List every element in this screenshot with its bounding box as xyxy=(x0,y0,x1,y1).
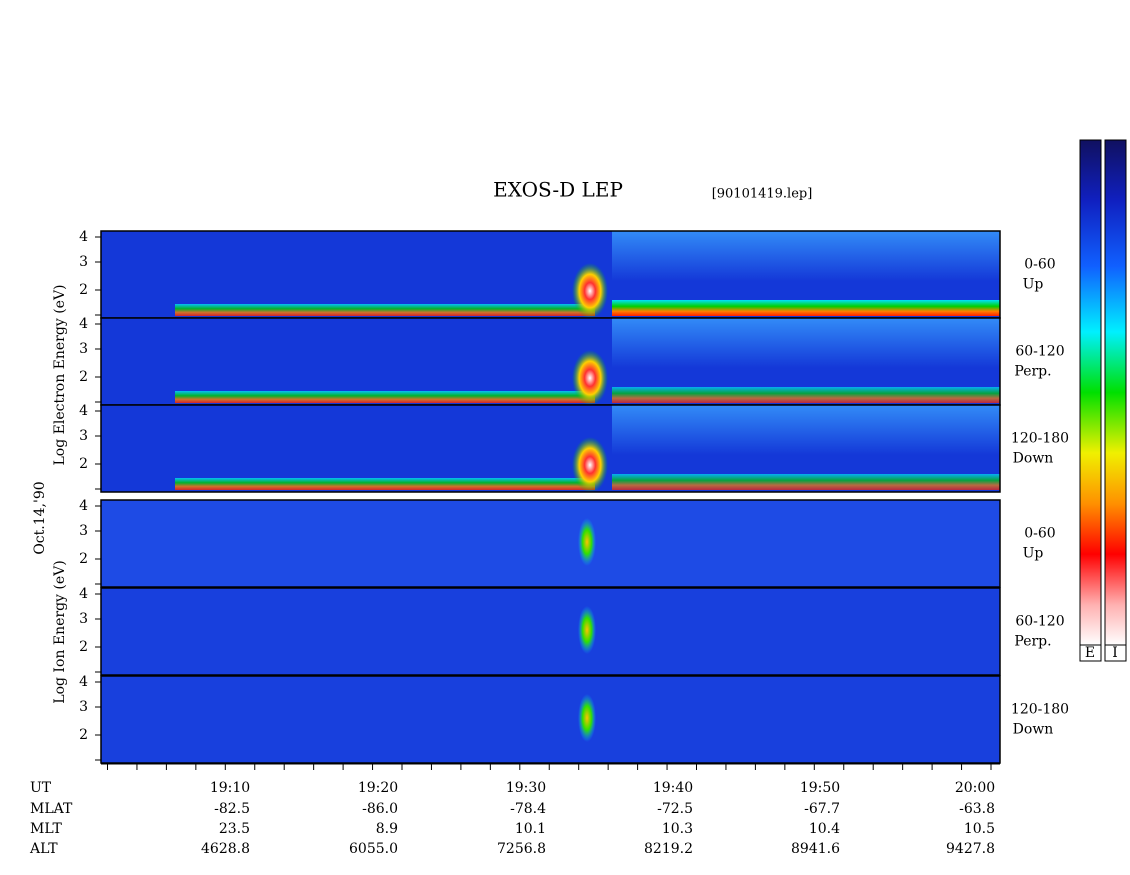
channel-direction: Up xyxy=(1023,546,1044,562)
ephemeris-value: 8219.2 xyxy=(644,841,693,857)
spectrogram-flux xyxy=(578,606,596,654)
spectrogram-flux xyxy=(175,304,595,316)
y-tick-label: 4 xyxy=(79,498,88,514)
file-name: [90101419.lep] xyxy=(712,187,813,202)
spectrogram-flux xyxy=(578,518,596,566)
spectrogram-flux xyxy=(175,478,595,490)
channel-direction: Up xyxy=(1023,277,1044,293)
spectrogram-flux xyxy=(101,588,1000,675)
channel-range: 120-180 xyxy=(1011,702,1069,718)
colorbar-label: E xyxy=(1085,645,1095,661)
spectrogram-flux xyxy=(101,676,1000,763)
y-tick-label: 3 xyxy=(79,611,88,627)
panel-frame xyxy=(100,404,1001,493)
spectrogram xyxy=(101,588,1000,675)
ephemeris-value: 19:20 xyxy=(358,780,398,796)
ephemeris-value: 20:00 xyxy=(955,780,995,796)
y-tick-label: 4 xyxy=(79,316,88,332)
colorbar xyxy=(1104,139,1127,646)
colorbar-label: I xyxy=(1112,645,1118,661)
spectrogram-flux xyxy=(572,437,608,493)
ephemeris-label: ALT xyxy=(29,841,58,857)
y-tick-label: 2 xyxy=(79,369,88,385)
y-tick-label: 2 xyxy=(79,639,88,655)
y-tick-label: 4 xyxy=(79,403,88,419)
ephemeris-label: UT xyxy=(30,780,52,796)
panel-frame xyxy=(100,587,1001,676)
spectrogram-flux xyxy=(572,350,608,406)
channel-direction: Down xyxy=(1013,722,1054,738)
spectrogram-flux xyxy=(175,391,595,403)
ephemeris-value: 10.5 xyxy=(964,821,995,837)
title: EXOS-D LEP xyxy=(493,178,623,202)
channel-range: 0-60 xyxy=(1024,526,1055,542)
ephemeris-value: -72.5 xyxy=(657,801,693,817)
channel-range: 60-120 xyxy=(1015,344,1064,360)
panel-frame xyxy=(100,499,1001,588)
spectrogram-flux xyxy=(572,263,608,319)
spectrogram-flux xyxy=(612,474,1000,490)
y-tick-label: 2 xyxy=(79,551,88,567)
ephemeris-value: 4628.8 xyxy=(201,841,250,857)
colorbar xyxy=(1079,139,1102,646)
ephemeris-value: 19:40 xyxy=(653,780,693,796)
y-tick-label: 4 xyxy=(79,586,88,602)
ephemeris-value: 9427.8 xyxy=(946,841,995,857)
y-tick-label: 4 xyxy=(79,229,88,245)
channel-range: 60-120 xyxy=(1015,614,1064,630)
ephemeris-value: 7256.8 xyxy=(497,841,546,857)
y-tick-label: 3 xyxy=(79,523,88,539)
y-tick-label: 3 xyxy=(79,254,88,270)
date-label: Oct.14,'90 xyxy=(32,481,48,554)
y-tick-label: 2 xyxy=(79,727,88,743)
spectrogram xyxy=(101,676,1000,763)
channel-direction: Perp. xyxy=(1014,364,1051,380)
ephemeris-value: 19:30 xyxy=(506,780,546,796)
channel-range: 120-180 xyxy=(1011,431,1069,447)
ephemeris-value: 8.9 xyxy=(376,821,398,837)
panel-frame xyxy=(100,675,1001,764)
ion-axis-label: Log Ion Energy (eV) xyxy=(52,560,68,703)
colorbar-box xyxy=(1079,644,1102,662)
ephemeris-value: -82.5 xyxy=(214,801,250,817)
spectrogram-flux xyxy=(612,300,1000,316)
ephemeris-value: -67.7 xyxy=(804,801,840,817)
spectrogram xyxy=(101,500,1000,587)
y-tick-label: 2 xyxy=(79,456,88,472)
ephemeris-label: MLAT xyxy=(30,801,73,817)
y-tick-label: 3 xyxy=(79,428,88,444)
y-tick-label: 3 xyxy=(79,341,88,357)
y-tick-label: 3 xyxy=(79,699,88,715)
ephemeris-value: 23.5 xyxy=(219,821,250,837)
ephemeris-value: 6055.0 xyxy=(349,841,398,857)
spectrogram-flux xyxy=(612,318,1000,368)
ephemeris-value: -86.0 xyxy=(362,801,398,817)
spectrogram-flux xyxy=(612,405,1000,455)
channel-range: 0-60 xyxy=(1024,257,1055,273)
ephemeris-value: 10.1 xyxy=(515,821,546,837)
ephemeris-label: MLT xyxy=(30,821,62,837)
channel-direction: Perp. xyxy=(1014,634,1051,650)
channel-direction: Down xyxy=(1013,451,1054,467)
ephemeris-value: -78.4 xyxy=(510,801,546,817)
ephemeris-value: 8941.6 xyxy=(791,841,840,857)
ephemeris-value: -63.8 xyxy=(959,801,995,817)
colorbar-box xyxy=(1104,644,1127,662)
electron-axis-label: Log Electron Energy (eV) xyxy=(52,284,68,465)
y-tick-label: 4 xyxy=(79,674,88,690)
ephemeris-value: 10.4 xyxy=(809,821,840,837)
ephemeris-value: 19:50 xyxy=(800,780,840,796)
ephemeris-value: 19:10 xyxy=(210,780,250,796)
spectrogram-flux xyxy=(612,231,1000,281)
spectrogram-flux xyxy=(578,694,596,742)
spectrogram-flux xyxy=(101,500,1000,587)
ephemeris-value: 10.3 xyxy=(662,821,693,837)
spectrogram-flux xyxy=(612,387,1000,403)
y-tick-label: 2 xyxy=(79,282,88,298)
